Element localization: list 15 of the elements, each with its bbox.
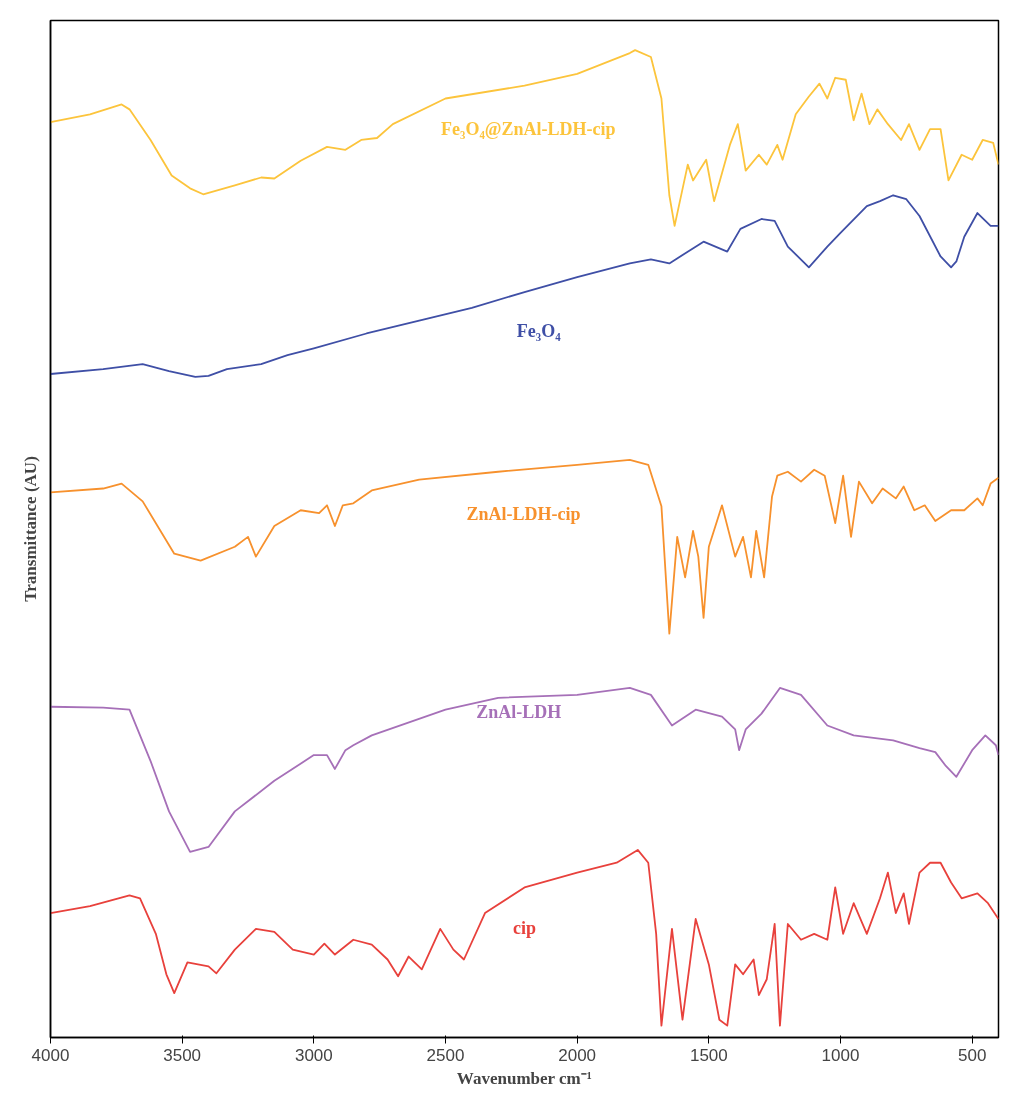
x-tick-label: 3500 bbox=[163, 1045, 202, 1065]
x-axis-title: Wavenumber cm⁻¹ bbox=[456, 1068, 592, 1088]
x-tick-label: 2500 bbox=[426, 1045, 465, 1065]
series-label: Fe₃O₄ bbox=[516, 320, 562, 341]
x-tick-label: 1000 bbox=[821, 1045, 860, 1065]
y-axis-title: Transmittance (AU) bbox=[20, 456, 40, 602]
x-tick-label: 4000 bbox=[31, 1045, 70, 1065]
x-tick-label: 1500 bbox=[689, 1045, 728, 1065]
x-tick-label: 500 bbox=[957, 1045, 987, 1065]
x-tick-label: 2000 bbox=[558, 1045, 597, 1065]
series-label: ZnAl-LDH bbox=[476, 702, 562, 723]
series-label: Fe₃O₄@ZnAl-LDH-cip bbox=[441, 119, 616, 140]
series-label: cip bbox=[513, 917, 537, 938]
series-label: ZnAl-LDH-cip bbox=[466, 503, 581, 524]
x-tick-label: 3000 bbox=[294, 1045, 333, 1065]
